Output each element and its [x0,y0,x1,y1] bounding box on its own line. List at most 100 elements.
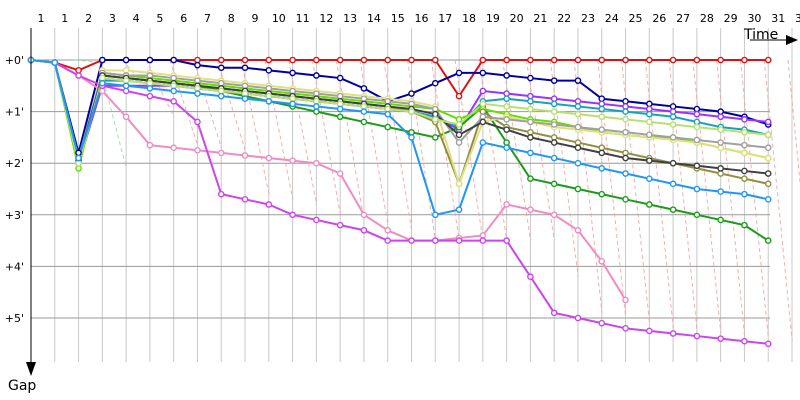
series-lines [30,59,769,345]
lap-connector-lines [74,59,800,342]
data-point [717,56,724,64]
data-point [289,69,296,77]
data-point [217,87,225,95]
data-point [574,110,582,118]
data-point [598,257,606,265]
data-point [360,85,368,92]
data-point [479,113,487,121]
series-line [30,59,769,216]
data-point [646,327,653,335]
data-point [503,56,510,64]
data-point [622,103,629,110]
y-tick-label: +0' [5,54,24,67]
data-point [194,56,201,64]
lap-connector-line [216,59,246,151]
data-point [313,108,320,115]
data-point [741,190,748,198]
data-point [336,56,344,64]
data-point [265,67,273,74]
data-point [455,139,463,146]
data-point [384,97,392,105]
x-tick-label: 24 [605,12,619,25]
data-point [313,90,320,97]
data-point [170,97,177,105]
data-point [194,77,201,84]
data-point [241,82,249,90]
data-point [527,56,534,64]
data-point [360,108,368,115]
data-point [598,56,606,64]
data-point [646,201,653,208]
data-point [669,180,677,188]
data-point [622,296,629,304]
data-point [669,206,677,213]
x-tick-label: 29 [724,12,738,25]
data-point [717,144,724,152]
data-point [646,105,653,113]
data-point [574,103,582,110]
data-point [479,100,487,108]
data-point [431,79,439,87]
data-point [479,108,487,115]
data-point [693,162,701,170]
data-point [479,56,487,64]
data-point [194,146,201,154]
data-point [265,56,273,64]
data-point [217,149,225,157]
data-point [146,92,154,100]
data-point [622,325,629,332]
x-tick-label: 10 [272,12,286,25]
data-point [241,152,249,159]
data-point [336,74,344,82]
data-point [693,211,701,219]
data-point [455,92,463,100]
data-point [217,92,225,100]
data-point [360,226,368,234]
y-axis-label: Gap [8,378,36,394]
data-point [99,79,106,87]
series-points [27,56,772,348]
data-point [550,134,558,141]
x-tick-label: 18 [462,12,476,25]
data-point [146,141,154,149]
data-point [574,314,582,322]
data-point [741,116,748,123]
data-point [360,56,368,64]
series-line [30,59,769,165]
x-tick-label: 31 [771,12,785,25]
lap-connector-line [787,59,800,187]
data-point [217,79,225,87]
data-point [336,92,344,100]
data-point [336,113,344,121]
data-point [574,123,582,131]
data-point [241,64,249,72]
data-point [741,167,748,175]
data-point [170,82,177,90]
data-point [455,180,463,188]
data-point [598,100,606,108]
data-point [527,97,534,105]
data-point [431,211,439,219]
data-point [598,105,606,113]
data-point [717,170,724,177]
data-point [669,56,677,64]
data-point [598,113,606,121]
data-point [360,103,368,110]
data-point [503,95,510,102]
data-point [170,87,177,95]
data-point [646,175,653,182]
series-line [30,59,769,154]
x-axis-label: Time [743,27,778,43]
x-tick-label: 1 [61,12,68,25]
x-tick-label: 27 [676,12,690,25]
lap-connector-line [97,59,127,169]
data-point [693,123,701,131]
data-point [122,67,130,74]
data-point [550,139,558,146]
data-point [455,237,463,244]
data-point [646,157,653,164]
data-point [289,87,296,95]
series-line [30,59,769,160]
series-line [30,59,769,345]
